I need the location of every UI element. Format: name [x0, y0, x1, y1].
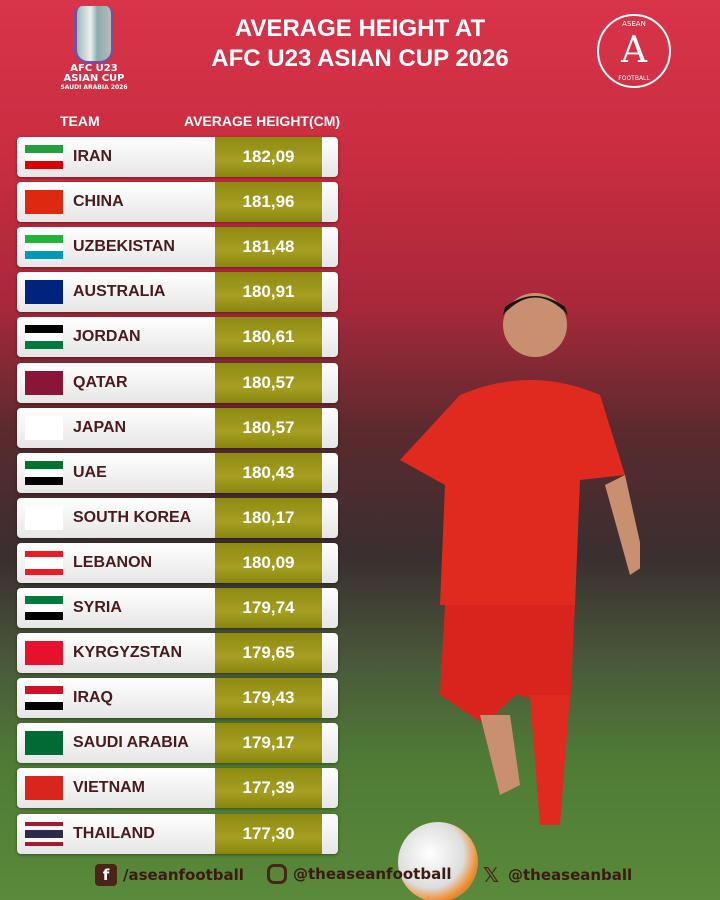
flag-icon: [25, 235, 63, 260]
logo-text-2: ASIAN CUP: [63, 73, 125, 84]
flag-icon: [25, 415, 63, 440]
flag-icon: [25, 641, 63, 666]
logo-letter: A: [621, 30, 647, 71]
team-name: SYRIA: [73, 599, 122, 616]
flag-icon: [25, 280, 63, 305]
height-value: 179,43: [215, 678, 322, 719]
facebook-handle: /aseanfootball: [123, 866, 244, 884]
height-value: 180,91: [215, 272, 322, 313]
team-name: QATAR: [73, 373, 128, 391]
height-value: 180,09: [215, 542, 322, 583]
height-value: 179,17: [215, 723, 322, 764]
logo-bottom-text: FOOTBALL: [618, 75, 650, 82]
facebook-icon: f: [95, 864, 117, 886]
height-value: 180,61: [215, 317, 322, 358]
afc-u23-asian-cup-logo: AFC U23 ASIAN CUP SAUDI ARABIA 2026: [58, 6, 130, 106]
table-row: QATAR 180,57: [17, 362, 338, 403]
team-name: UAE: [73, 463, 107, 481]
title-line-2: AFC U23 ASIAN CUP 2026: [211, 45, 509, 72]
height-value: 180,57: [215, 407, 322, 448]
instagram-handle: @theaseanfootball: [293, 865, 452, 883]
team-name: AUSTRALIA: [73, 283, 166, 301]
team-name: JORDAN: [73, 328, 141, 346]
height-value: 177,39: [215, 768, 322, 809]
table-row: THAILAND 177,30: [17, 813, 338, 854]
table-row: IRAQ 179,43: [17, 678, 338, 719]
trophy-icon: [74, 6, 114, 64]
height-value: 179,74: [215, 588, 322, 628]
instagram-link[interactable]: @theaseanfootball: [267, 864, 452, 884]
page-title: AVERAGE HEIGHT AT AFC U23 ASIAN CUP 2026: [150, 14, 570, 74]
player-image: [400, 293, 640, 825]
team-name: LEBANON: [73, 553, 153, 571]
height-value: 182,09: [215, 137, 322, 177]
table-row: SYRIA 179,74: [17, 588, 338, 628]
team-name: SOUTH KOREA: [73, 508, 192, 526]
table-row: SAUDI ARABIA 179,17: [17, 723, 338, 764]
table-row: JORDAN 180,61: [17, 317, 338, 358]
team-name: JAPAN: [73, 418, 127, 436]
flag-icon: [25, 550, 63, 575]
logo-text-3: SAUDI ARABIA 2026: [60, 84, 128, 91]
table-row: SOUTH KOREA 180,17: [17, 497, 338, 538]
flag-icon: [25, 731, 63, 756]
logo-top-text: ASEAN: [622, 20, 646, 28]
flag-icon: [25, 776, 63, 801]
height-value: 180,57: [215, 362, 322, 403]
facebook-link[interactable]: f /aseanfootball: [95, 864, 244, 886]
table-row: CHINA 181,96: [17, 182, 338, 223]
column-header-team: TEAM: [60, 113, 100, 129]
table-row: UZBEKISTAN 181,48: [17, 227, 338, 268]
table-row: KYRGYZSTAN 179,65: [17, 633, 338, 674]
flag-icon: [25, 596, 63, 620]
height-value: 179,65: [215, 633, 322, 674]
height-value: 177,30: [215, 813, 322, 854]
team-name: UZBEKISTAN: [73, 238, 175, 256]
flag-icon: [25, 460, 63, 485]
height-value: 181,96: [215, 182, 322, 223]
flag-icon: [25, 145, 63, 169]
team-name: SAUDI ARABIA: [73, 734, 189, 752]
table-row: IRAN 182,09: [17, 137, 338, 177]
height-value: 180,43: [215, 452, 322, 493]
height-value: 181,48: [215, 227, 322, 268]
logo-text-1: AFC U23: [70, 63, 118, 74]
asean-football-logo: ASEAN A FOOTBALL: [597, 14, 671, 88]
team-name: VIETNAM: [73, 779, 145, 797]
x-link[interactable]: 𝕏 @theaseanball: [480, 864, 632, 886]
flag-icon: [25, 686, 63, 711]
table-row: JAPAN 180,57: [17, 407, 338, 448]
flag-icon: [25, 821, 63, 846]
flag-icon: [25, 325, 63, 350]
table-row: LEBANON 180,09: [17, 542, 338, 583]
team-name: KYRGYZSTAN: [73, 644, 183, 662]
team-name: IRAQ: [73, 689, 113, 707]
team-name: THAILAND: [73, 824, 155, 842]
table-row: UAE 180,43: [17, 452, 338, 493]
flag-icon: [25, 190, 63, 215]
instagram-icon: [267, 864, 287, 884]
x-icon: 𝕏: [482, 863, 500, 887]
height-value: 180,17: [215, 497, 322, 538]
title-line-1: AVERAGE HEIGHT AT: [234, 15, 486, 42]
column-header-height: AVERAGE HEIGHT(CM): [184, 113, 341, 129]
football-image: [398, 822, 478, 900]
x-handle: @theaseanball: [508, 866, 633, 884]
table-row: AUSTRALIA 180,91: [17, 272, 338, 313]
flag-icon: [25, 370, 63, 395]
flag-icon: [25, 505, 63, 530]
team-name: IRAN: [73, 148, 113, 165]
table-row: VIETNAM 177,39: [17, 768, 338, 809]
team-name: CHINA: [73, 193, 124, 211]
